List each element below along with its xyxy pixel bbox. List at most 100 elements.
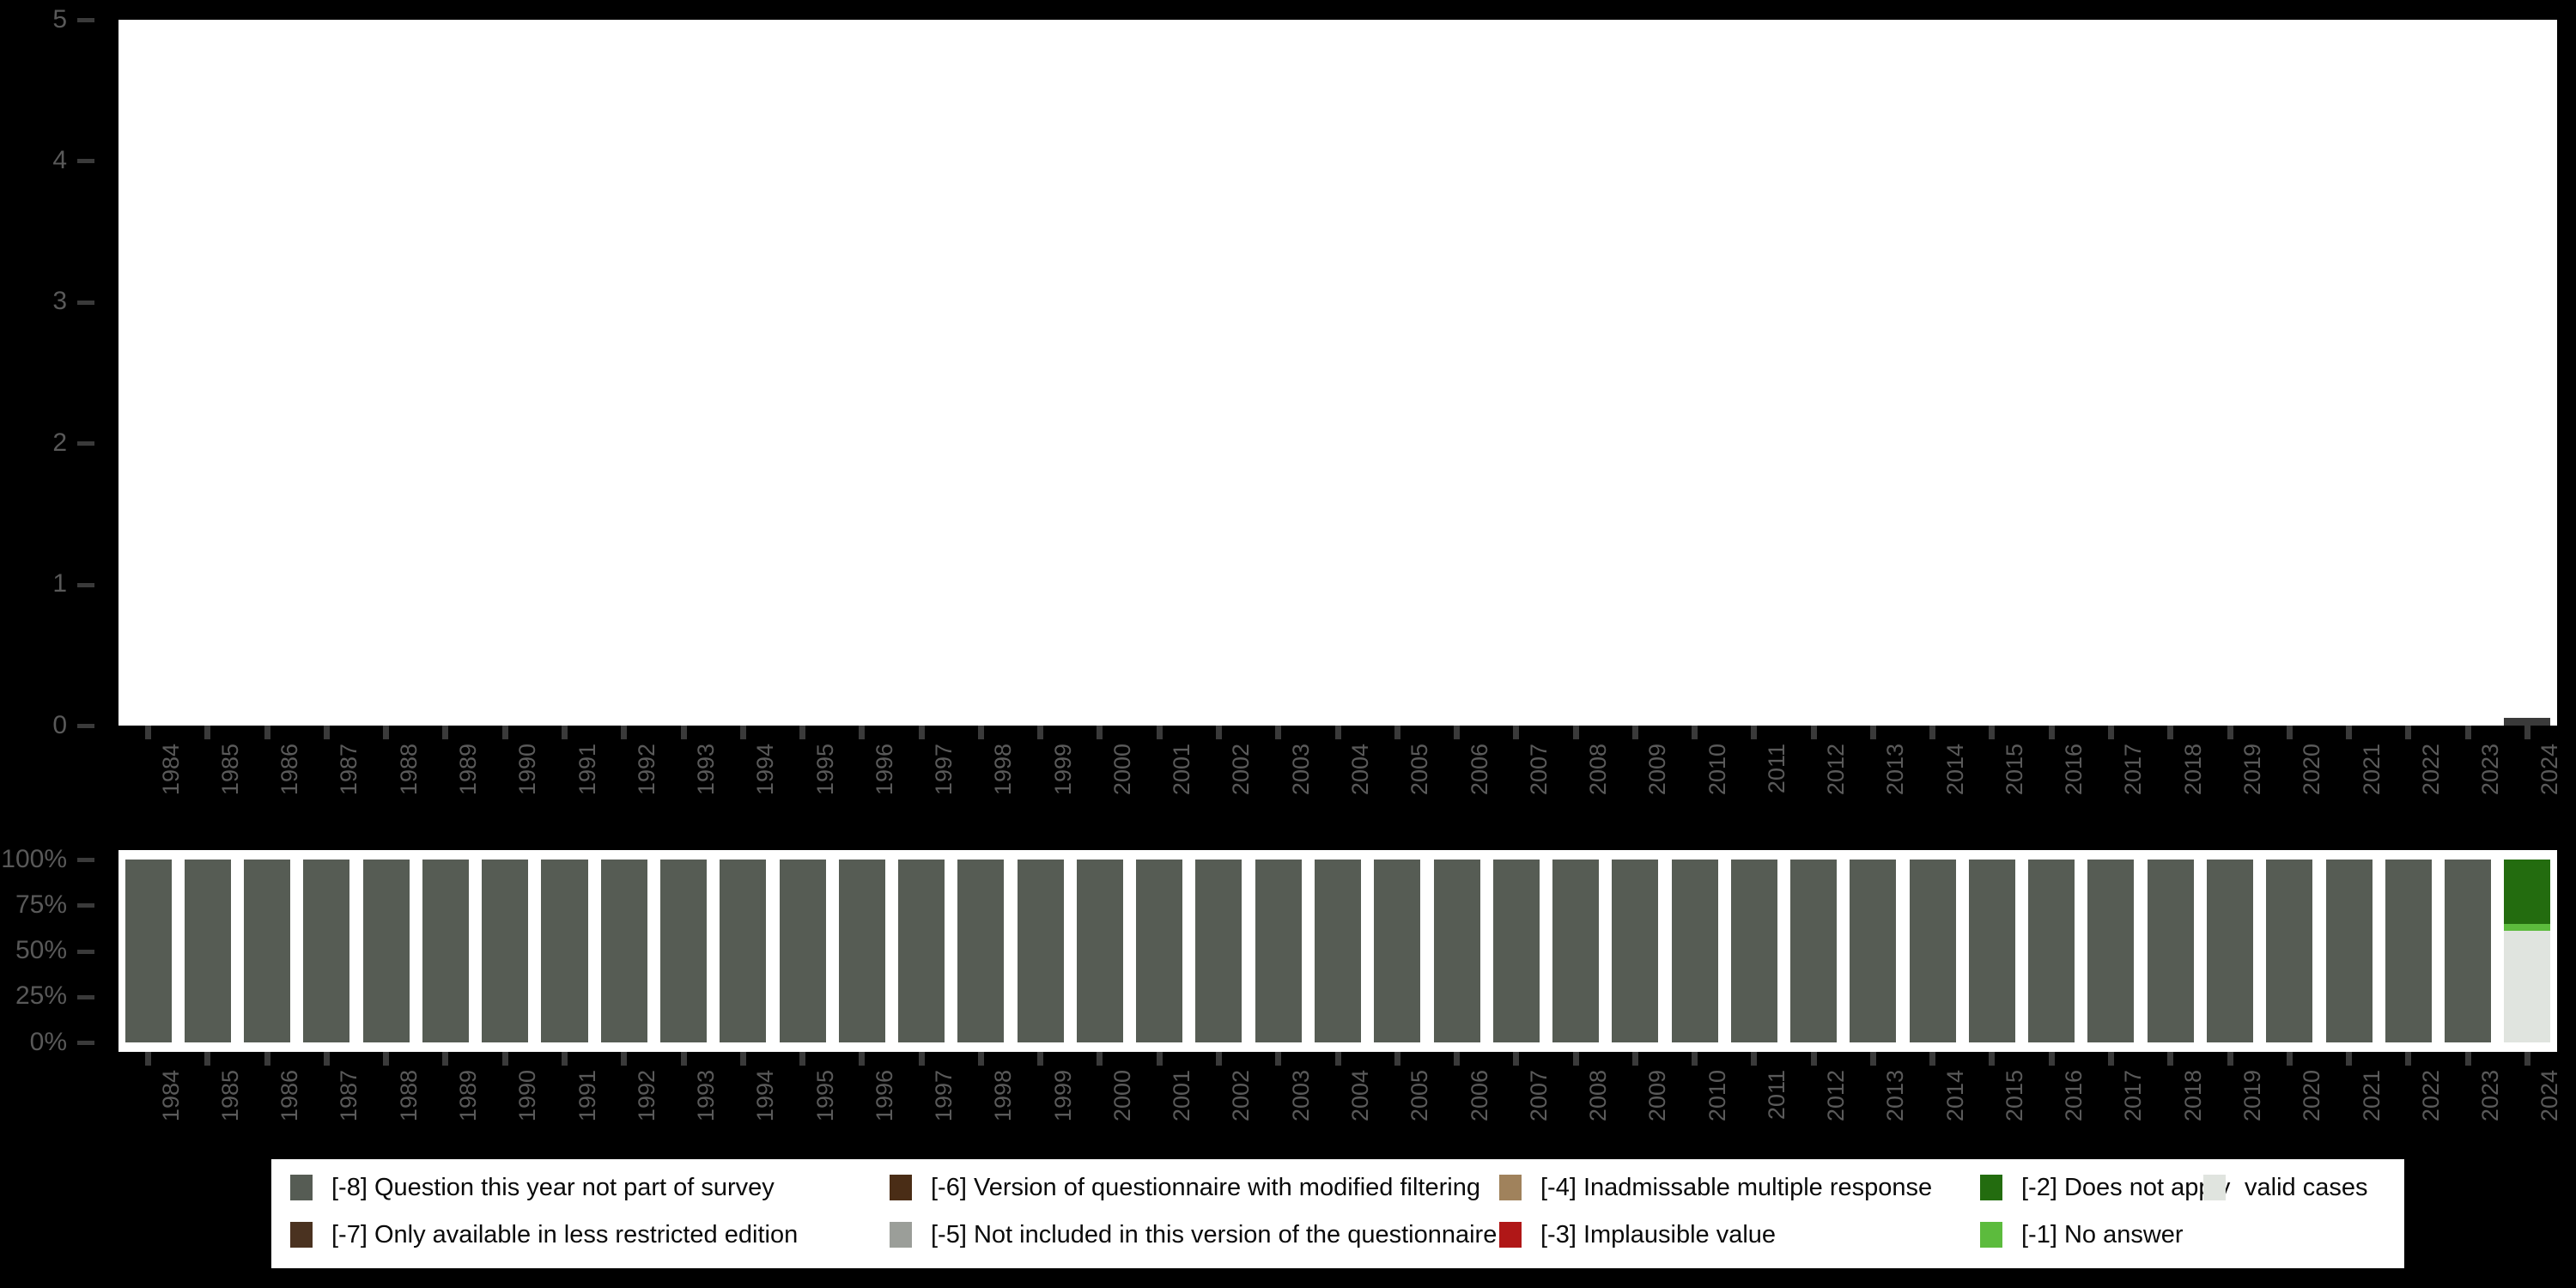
top-chart-x-tick-label: 1988 xyxy=(396,744,422,795)
bottom-chart-x-tick-label: 2011 xyxy=(1764,1070,1790,1120)
top-chart-x-tick-label: 1998 xyxy=(990,744,1017,795)
bottom-chart-y-tick-label: 0% xyxy=(30,1030,67,1055)
stacked-bar-segment xyxy=(244,860,290,1042)
bottom-chart-y-tick: 75% xyxy=(15,905,94,906)
bottom-chart-x-tick-label: 2012 xyxy=(1823,1070,1850,1121)
bottom-chart-x-tick-marks xyxy=(118,1052,2557,1066)
bottom-chart-x-tick-label: 1987 xyxy=(336,1070,362,1121)
top-chart-x-tick-label: 2008 xyxy=(1585,744,1612,795)
bottom-chart-x-tick-label: 1989 xyxy=(455,1070,482,1121)
stacked-bar xyxy=(1136,860,1182,1042)
bottom-chart-x-tick-label: 2009 xyxy=(1644,1070,1671,1121)
bottom-chart-x-tick-mark xyxy=(1037,1052,1043,1066)
top-chart-x-tick-mark xyxy=(621,726,627,739)
legend-entry[interactable]: [-5] Not included in this version of the… xyxy=(890,1213,1497,1256)
legend-entry[interactable]: [-2] Does not apply xyxy=(1980,1166,2230,1209)
stacked-bar-segment xyxy=(185,860,231,1042)
top-chart-x-tick-label: 1997 xyxy=(931,744,957,795)
top-chart-x-tick-label: 1992 xyxy=(634,744,660,795)
bottom-chart-x-tick-label: 2005 xyxy=(1406,1070,1433,1121)
stacked-bar-segment xyxy=(1374,860,1420,1042)
legend-entry[interactable]: [-1] No answer xyxy=(1980,1213,2184,1256)
legend-entry[interactable]: [-3] Implausible value xyxy=(1499,1213,1776,1256)
legend-color-swatch xyxy=(1980,1175,2002,1200)
top-chart-x-tick-label: 1990 xyxy=(514,744,541,795)
top-chart-x-tick-mark xyxy=(502,726,508,739)
legend-entry[interactable]: valid cases xyxy=(2203,1166,2367,1209)
top-chart-x-tick-mark xyxy=(2049,726,2055,739)
top-chart-y-tick-mark xyxy=(77,724,94,728)
top-chart-x-tick-label: 2004 xyxy=(1347,744,1374,795)
top-chart-y-tick-label: 2 xyxy=(52,430,67,456)
legend-entry[interactable]: [-6] Version of questionnaire with modif… xyxy=(890,1166,1480,1209)
bottom-chart-x-tick-label: 1990 xyxy=(514,1070,541,1121)
top-chart-x-tick-label: 1999 xyxy=(1050,744,1077,795)
top-chart-plot-area xyxy=(118,20,2557,726)
top-chart-x-tick-label: 1984 xyxy=(158,744,185,795)
stacked-bar-segment xyxy=(1315,860,1361,1042)
stacked-bar-segment xyxy=(1910,860,1956,1042)
stacked-bar xyxy=(1493,860,1540,1042)
bottom-chart-x-tick-mark xyxy=(2108,1052,2114,1066)
top-chart-x-tick-label: 1994 xyxy=(752,744,779,795)
top-chart-x-tick-mark xyxy=(859,726,865,739)
bottom-chart-x-tick-mark xyxy=(2287,1052,2293,1066)
bottom-chart-x-tick-mark xyxy=(1216,1052,1222,1066)
stacked-bar-segment xyxy=(2087,860,2134,1042)
top-chart-x-tick-mark xyxy=(204,726,210,739)
stacked-bar xyxy=(780,860,826,1042)
legend-entry-label: [-4] Inadmissable multiple response xyxy=(1540,1176,1932,1200)
top-chart-x-tick-label: 1991 xyxy=(574,744,601,795)
top-chart-x-tick-mark xyxy=(2405,726,2411,739)
stacked-bar xyxy=(2504,860,2550,1042)
bottom-chart-x-tick-label: 2019 xyxy=(2239,1070,2266,1121)
stacked-bar-segment xyxy=(2504,860,2550,924)
bottom-chart-x-tick-label: 2003 xyxy=(1288,1070,1315,1121)
top-chart-x-tick-mark xyxy=(1097,726,1103,739)
bottom-chart-x-tick-mark xyxy=(2167,1052,2173,1066)
bottom-chart-x-tick-mark xyxy=(1335,1052,1341,1066)
stacked-bar-segment xyxy=(1018,860,1064,1042)
top-chart-x-tick-label: 2015 xyxy=(2002,744,2028,795)
top-chart-y-tick: 1 xyxy=(52,585,94,586)
bottom-chart-x-tick-mark xyxy=(562,1052,568,1066)
legend-entry[interactable]: [-8] Question this year not part of surv… xyxy=(290,1166,775,1209)
bottom-chart-x-tick-label: 2014 xyxy=(1942,1070,1969,1121)
top-chart-x-tick-mark xyxy=(2465,726,2471,739)
stacked-bar-segment xyxy=(898,860,945,1042)
top-chart-y-tick: 2 xyxy=(52,443,94,444)
top-chart-y-tick-mark xyxy=(77,159,94,163)
top-chart-x-axis-labels: 1984198519861987198819891990199119921993… xyxy=(118,744,2557,838)
stacked-bar-segment xyxy=(363,860,410,1042)
bottom-chart-x-tick-mark xyxy=(2227,1052,2233,1066)
bottom-chart-x-tick-label: 2024 xyxy=(2537,1070,2563,1121)
stacked-bar xyxy=(839,860,885,1042)
stacked-bar xyxy=(1077,860,1123,1042)
bottom-chart-x-tick-label: 2015 xyxy=(2002,1070,2028,1121)
bottom-chart-x-tick-mark xyxy=(1989,1052,1995,1066)
top-chart-x-tick-label: 2007 xyxy=(1526,744,1552,795)
legend-entry[interactable]: [-4] Inadmissable multiple response xyxy=(1499,1166,1932,1209)
bottom-chart-x-tick-mark xyxy=(324,1052,330,1066)
bottom-chart-x-tick-mark xyxy=(145,1052,151,1066)
bottom-chart-y-tick: 25% xyxy=(15,997,94,998)
stacked-bar xyxy=(1910,860,1956,1042)
top-chart-x-tick-mark xyxy=(1513,726,1519,739)
bottom-chart-x-tick-label: 1984 xyxy=(158,1070,185,1121)
legend-entry-label: [-2] Does not apply xyxy=(2021,1176,2230,1200)
top-chart-x-tick-mark xyxy=(1989,726,1995,739)
bottom-chart-x-axis-labels: 1984198519861987198819891990199119921993… xyxy=(118,1070,2557,1164)
top-chart-x-tick-mark xyxy=(799,726,805,739)
bottom-chart-y-tick-label: 100% xyxy=(1,847,67,872)
bottom-chart-x-tick-label: 2020 xyxy=(2299,1070,2325,1121)
top-chart-x-tick-mark xyxy=(1751,726,1757,739)
top-chart-x-tick-label: 1989 xyxy=(455,744,482,795)
bottom-chart-x-tick-mark xyxy=(919,1052,925,1066)
stacked-bar-segment xyxy=(2266,860,2312,1042)
top-chart-x-tick-mark xyxy=(1573,726,1579,739)
top-chart-y-axis: 012345 xyxy=(0,20,94,726)
stacked-bar-segment xyxy=(303,860,349,1042)
top-chart-x-tick-mark xyxy=(919,726,925,739)
bottom-chart-x-tick-mark xyxy=(1097,1052,1103,1066)
legend-entry[interactable]: [-7] Only available in less restricted e… xyxy=(290,1213,798,1256)
